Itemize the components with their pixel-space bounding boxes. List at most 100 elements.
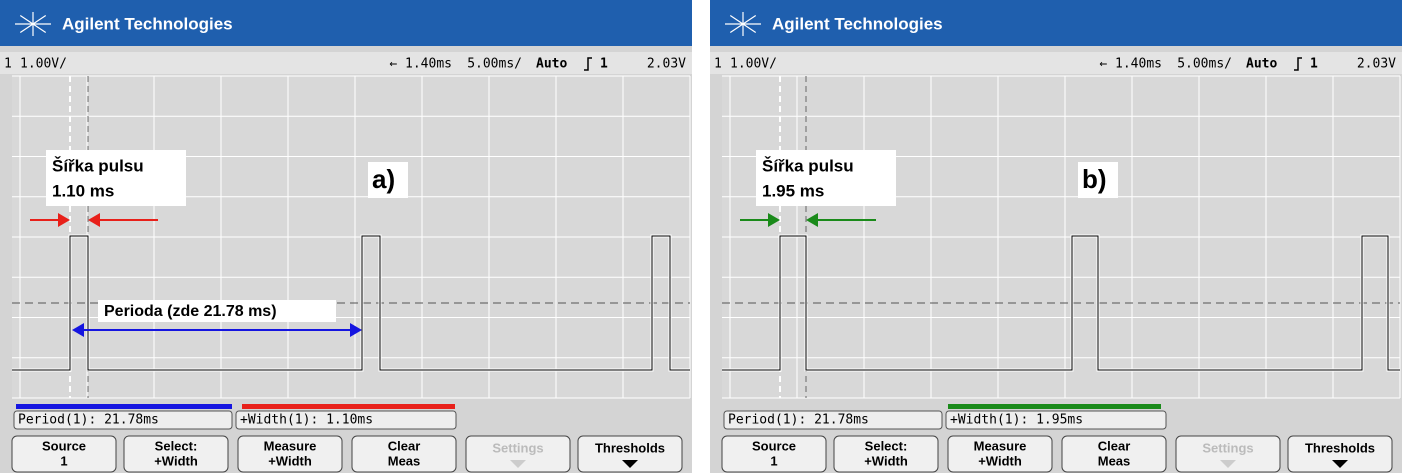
panel-label: b) <box>1082 164 1107 194</box>
softkey-label: Source <box>42 438 86 453</box>
width-annotation: Šířka pulsu <box>762 156 854 175</box>
softkey-label: +Width <box>268 453 312 468</box>
measurement: +Width(1): 1.10ms <box>240 413 373 428</box>
brand-bar <box>710 0 1402 46</box>
label-bg <box>368 162 408 198</box>
measurement: Period(1): 21.78ms <box>728 413 869 428</box>
softkey-label: +Width <box>154 453 198 468</box>
measure-box <box>723 410 943 430</box>
softkey[interactable] <box>1061 435 1167 473</box>
softkey-label: Measure <box>264 438 317 453</box>
arrow-head <box>806 213 818 227</box>
softkey-label: Settings <box>1202 440 1253 455</box>
measure-box <box>13 410 233 430</box>
measure-bar <box>242 404 455 409</box>
softkey[interactable] <box>721 435 827 473</box>
header-timebase: 5.00ms/ <box>467 57 522 72</box>
softkey[interactable] <box>11 435 117 473</box>
logo-ray <box>32 15 47 25</box>
header-trigger-mode: Auto <box>536 57 567 72</box>
header-trigger-mode: Auto <box>1246 57 1277 72</box>
annotation-bg <box>756 150 896 206</box>
header-bg <box>0 52 692 74</box>
softkey-arrow <box>1332 460 1348 468</box>
softkey-label: Select: <box>865 438 908 453</box>
softkey-label: 1 <box>60 453 67 468</box>
waveform <box>722 235 1400 371</box>
softkey[interactable] <box>577 435 683 473</box>
header-trigger-source: 1 <box>600 57 608 72</box>
header-bg <box>710 52 1402 74</box>
arrow-head <box>350 323 362 337</box>
softkey-label: Thresholds <box>1305 440 1375 455</box>
trigger-edge-icon <box>584 57 592 71</box>
measure-bar <box>16 404 232 409</box>
logo-ray <box>729 15 744 25</box>
logo-ray <box>19 15 34 25</box>
softkey[interactable] <box>833 435 939 473</box>
measure-box <box>945 410 1167 430</box>
measurement: Period(1): 21.78ms <box>18 413 159 428</box>
header-trigger-level: 2.03V <box>647 57 686 72</box>
logo-ray <box>32 23 47 33</box>
annotation-bg <box>46 150 186 206</box>
header-scale: 1.00V/ <box>730 57 777 72</box>
trigger-edge-icon <box>1294 57 1302 71</box>
softkey-label: Clear <box>388 438 421 453</box>
scope-panel: Agilent Technologies 1 1.00V/ ← 1.40ms 5.00m… <box>0 0 692 473</box>
brand: Agilent Technologies <box>772 14 943 33</box>
waveform <box>12 235 690 371</box>
brand: Agilent Technologies <box>62 14 233 33</box>
softkey-arrow <box>1220 460 1236 468</box>
logo-ray <box>742 23 757 33</box>
logo-ray <box>19 23 34 33</box>
softkey-label: 1 <box>770 453 777 468</box>
annotation-bg <box>98 300 336 322</box>
header-trigger-source: 1 <box>1310 57 1318 72</box>
header-scale: 1.00V/ <box>20 57 67 72</box>
softkey-arrow <box>510 460 526 468</box>
measurement: +Width(1): 1.95ms <box>950 413 1083 428</box>
brand-bar <box>0 0 692 46</box>
softkey[interactable] <box>1175 435 1281 473</box>
scope-panel: Agilent Technologies 1 1.00V/ ← 1.40ms 5.00m… <box>710 0 1402 473</box>
softkey-label: Clear <box>1098 438 1131 453</box>
softkey-label: Source <box>752 438 796 453</box>
logo-ray <box>742 15 757 25</box>
softkey[interactable] <box>237 435 343 473</box>
arrow-head <box>768 213 780 227</box>
period-annotation: Perioda (zde 21.78 ms) <box>104 303 277 320</box>
softkey-label: +Width <box>864 453 908 468</box>
softkey[interactable] <box>947 435 1053 473</box>
softkey-label: Settings <box>492 440 543 455</box>
width-annotation: 1.95 ms <box>762 181 824 200</box>
softkey-arrow <box>622 460 638 468</box>
width-annotation: 1.10 ms <box>52 181 114 200</box>
softkey-label: Select: <box>155 438 198 453</box>
width-annotation: Šířka pulsu <box>52 156 144 175</box>
header-delay: ← 1.40ms <box>389 57 452 72</box>
header-timebase: 5.00ms/ <box>1177 57 1232 72</box>
measure-box <box>235 410 457 430</box>
softkey-label: Meas <box>1098 453 1131 468</box>
header-channel: 1 <box>714 57 722 72</box>
softkey-label: +Width <box>978 453 1022 468</box>
logo-ray <box>729 23 744 33</box>
softkey[interactable] <box>351 435 457 473</box>
header-trigger-level: 2.03V <box>1357 57 1396 72</box>
softkey[interactable] <box>465 435 571 473</box>
header-channel: 1 <box>4 57 12 72</box>
softkey-label: Thresholds <box>595 440 665 455</box>
arrow-head <box>88 213 100 227</box>
softkey-label: Meas <box>388 453 421 468</box>
softkey[interactable] <box>1287 435 1393 473</box>
arrow-head <box>72 323 84 337</box>
header-delay: ← 1.40ms <box>1099 57 1162 72</box>
measure-bar <box>948 404 1161 409</box>
arrow-head <box>58 213 70 227</box>
softkey-label: Measure <box>974 438 1027 453</box>
panel-label: a) <box>372 164 395 194</box>
softkey[interactable] <box>123 435 229 473</box>
label-bg <box>1078 162 1118 198</box>
